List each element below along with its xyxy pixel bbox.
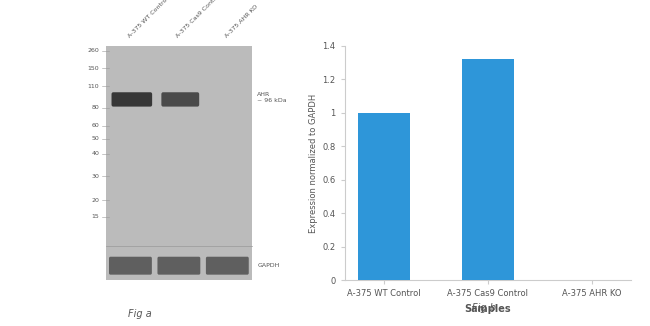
- Text: 30: 30: [92, 173, 99, 179]
- Y-axis label: Expression normalized to GAPDH: Expression normalized to GAPDH: [309, 93, 318, 233]
- Text: 40: 40: [92, 151, 99, 156]
- Text: AHR
~ 96 kDa: AHR ~ 96 kDa: [257, 92, 287, 103]
- Text: 260: 260: [88, 48, 99, 53]
- X-axis label: Samples: Samples: [464, 304, 511, 314]
- Bar: [462, 59, 514, 280]
- Text: GAPDH: GAPDH: [257, 263, 280, 268]
- Text: 50: 50: [92, 136, 99, 141]
- Text: 110: 110: [88, 84, 99, 89]
- Text: 15: 15: [92, 214, 99, 219]
- Text: Fig b: Fig b: [473, 303, 496, 313]
- FancyBboxPatch shape: [157, 257, 200, 274]
- FancyBboxPatch shape: [109, 257, 152, 274]
- Text: 60: 60: [92, 123, 99, 128]
- Text: A-375 Cas9 Control: A-375 Cas9 Control: [176, 0, 222, 39]
- Text: Fig a: Fig a: [128, 309, 151, 319]
- Text: A-375 AHR KO: A-375 AHR KO: [224, 4, 259, 39]
- Text: 80: 80: [92, 105, 99, 110]
- Text: 150: 150: [88, 66, 99, 71]
- Bar: [106, 46, 252, 280]
- Bar: [358, 113, 410, 280]
- Text: 20: 20: [92, 198, 99, 203]
- Text: A-375 WT Control: A-375 WT Control: [127, 0, 170, 39]
- FancyBboxPatch shape: [161, 92, 199, 107]
- FancyBboxPatch shape: [112, 92, 152, 107]
- FancyBboxPatch shape: [206, 257, 249, 274]
